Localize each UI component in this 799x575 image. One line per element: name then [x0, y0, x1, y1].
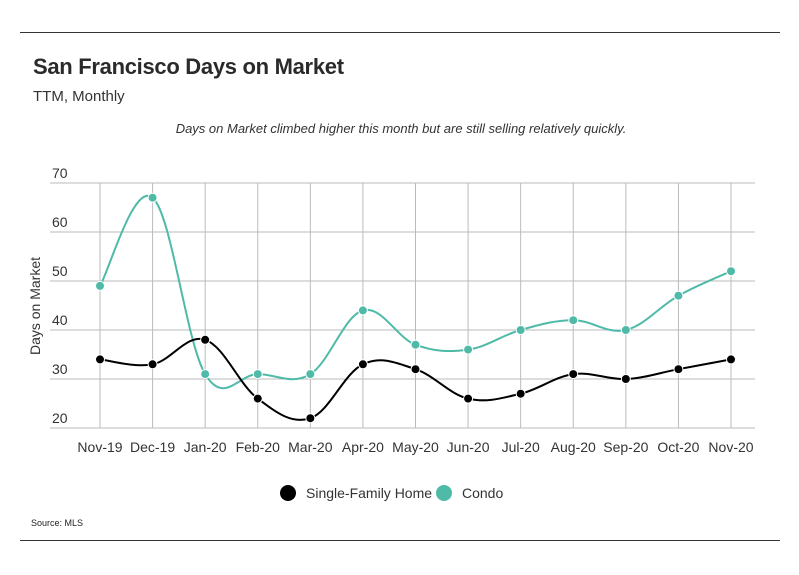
bottom-rule [20, 540, 780, 541]
data-point-condo [726, 266, 736, 277]
y-tick-label: 70 [52, 165, 68, 181]
x-tick-label: Dec-19 [130, 439, 175, 455]
legend-label: Single-Family Home [306, 485, 432, 501]
legend-swatch [436, 485, 452, 501]
y-tick-label: 50 [52, 263, 68, 279]
x-tick-label: Nov-20 [708, 439, 753, 455]
data-point-condo [200, 369, 211, 380]
x-tick-label: Nov-19 [77, 439, 122, 455]
x-tick-label: Mar-20 [288, 439, 333, 455]
x-tick-label: Jul-20 [502, 439, 540, 455]
chart-annotation: Days on Market climbed higher this month… [175, 121, 627, 136]
data-point-single-family-home [568, 369, 579, 380]
y-axis-label: Days on Market [27, 257, 43, 355]
data-point-single-family-home [252, 393, 263, 404]
data-point-single-family-home [673, 364, 684, 375]
data-point-single-family-home [305, 413, 316, 424]
chart-title: San Francisco Days on Market [33, 54, 344, 79]
x-tick-label: Feb-20 [236, 439, 281, 455]
y-tick-label: 30 [52, 361, 68, 377]
y-axis-ticks: 20 30 40 50 60 70 [52, 165, 68, 426]
y-tick-label: 20 [52, 410, 68, 426]
x-tick-label: Jun-20 [447, 439, 490, 455]
data-point-condo [252, 369, 263, 380]
data-point-condo [673, 290, 684, 301]
x-axis-ticks: Nov-19 Dec-19 Jan-20 Feb-20 Mar-20 Apr-20 May-… [77, 439, 753, 455]
data-point-single-family-home [726, 354, 736, 365]
legend: Single-Family Home Condo [280, 485, 503, 501]
x-tick-label: Sep-20 [603, 439, 648, 455]
legend-label: Condo [462, 485, 503, 501]
chart-subtitle: TTM, Monthly [33, 88, 125, 105]
top-rule [20, 32, 780, 33]
data-point-single-family-home [463, 393, 474, 404]
x-tick-label: Jan-20 [184, 439, 227, 455]
data-point-condo [515, 325, 526, 335]
y-tick-label: 40 [52, 312, 68, 328]
x-tick-label: Apr-20 [342, 439, 384, 455]
data-point-condo [410, 339, 421, 350]
y-tick-label: 60 [52, 214, 68, 230]
data-point-single-family-home [95, 354, 105, 365]
data-point-condo [147, 192, 158, 203]
data-point-condo [463, 344, 474, 355]
data-point-condo [357, 305, 368, 316]
legend-swatch [280, 485, 296, 501]
data-point-single-family-home [620, 374, 631, 384]
data-point-condo [305, 369, 316, 380]
source-note: Source: MLS [31, 518, 84, 528]
grid [50, 182, 755, 429]
data-point-single-family-home [357, 359, 368, 370]
data-point-single-family-home [515, 388, 526, 399]
series-group [95, 192, 736, 424]
x-tick-label: May-20 [392, 439, 439, 455]
data-point-condo [620, 325, 631, 335]
data-point-single-family-home [410, 364, 421, 375]
data-point-single-family-home [200, 334, 211, 345]
x-tick-label: Aug-20 [551, 439, 596, 455]
data-point-condo [95, 280, 105, 291]
data-point-single-family-home [147, 359, 158, 370]
data-point-condo [568, 315, 579, 326]
x-tick-label: Oct-20 [657, 439, 699, 455]
